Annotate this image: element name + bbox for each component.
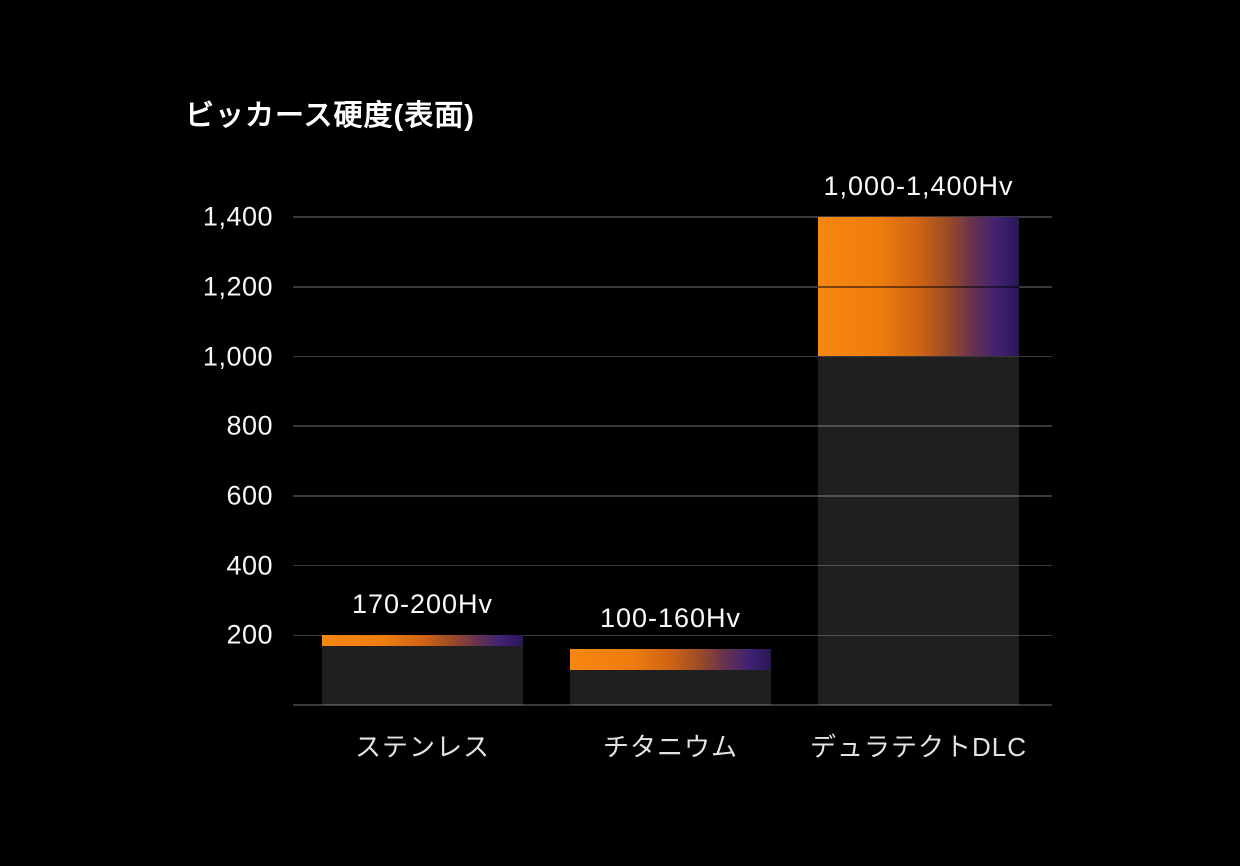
bar-value-label: 1,000-1,400Hv	[823, 171, 1014, 202]
y-axis-tick-label: 200	[226, 619, 273, 650]
gridline	[293, 495, 1052, 497]
gridline	[293, 286, 1052, 288]
x-axis-category-label: ステンレス	[354, 732, 491, 762]
y-axis-tick-label: 800	[226, 410, 273, 441]
gridline	[293, 564, 1052, 567]
x-axis-category-label: デュラテクトDLC	[809, 732, 1028, 762]
bar-base-segment	[322, 645, 523, 705]
chart-title: ビッカース硬度(表面)	[185, 100, 475, 132]
bar-value-label: 100-160Hv	[599, 603, 742, 634]
gridline	[293, 355, 1052, 358]
y-axis-tick-label: 1,200	[202, 271, 273, 302]
y-axis-tick-label: 1,000	[202, 341, 273, 371]
gridline	[293, 425, 1052, 427]
bar-range-divider	[818, 285, 1019, 288]
bar-base-segment	[570, 670, 771, 705]
y-axis-tick-label: 1,400	[202, 201, 273, 232]
bar-base-segment	[818, 356, 1019, 705]
bar-range-segment	[322, 635, 523, 646]
gridline	[293, 634, 1052, 637]
bar-range-segment	[570, 649, 771, 671]
gridline	[293, 216, 1052, 218]
bar-value-label: 170-200Hv	[351, 589, 494, 620]
x-axis-category-label: チタニウム	[602, 732, 739, 762]
gridline	[293, 704, 1052, 706]
y-axis-tick-label: 600	[226, 480, 273, 511]
y-axis-tick-label: 400	[226, 550, 273, 581]
